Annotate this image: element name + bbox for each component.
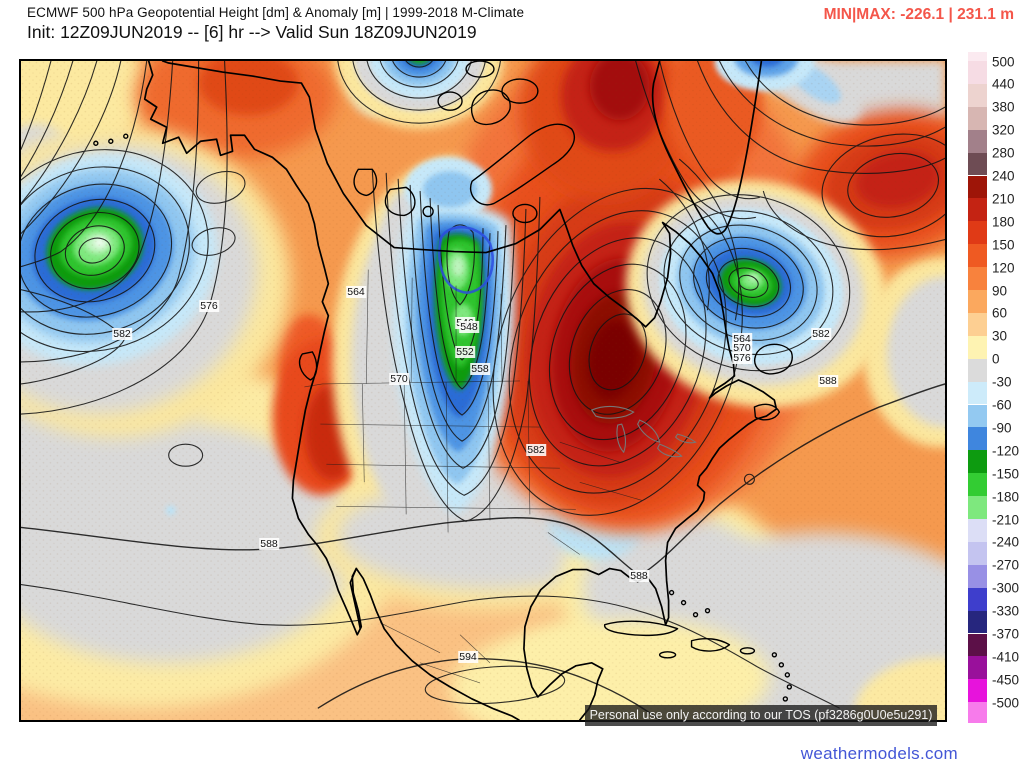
- colorbar-segment: [968, 129, 987, 153]
- colorbar-tick-label: -270: [992, 557, 1020, 573]
- brand-link[interactable]: weathermodels.com: [800, 744, 958, 763]
- colorbar-segment: [968, 564, 987, 588]
- colorbar-tick-label: -90: [992, 420, 1012, 436]
- colorbar-segment: [968, 404, 987, 428]
- colorbar-tick-label: -450: [992, 672, 1020, 688]
- colorbar-segment: [968, 496, 987, 519]
- colorbar-tick-label: -150: [992, 466, 1020, 482]
- colorbar-tick-label: 320: [992, 122, 1015, 138]
- colorbar-segment: [968, 519, 987, 542]
- colorbar-segment: [968, 61, 987, 84]
- colorbar-tick-label: 90: [992, 283, 1008, 298]
- colorbar-segment: [968, 52, 987, 61]
- colorbar-tick-label: 30: [992, 328, 1008, 344]
- colorbar: [968, 52, 987, 724]
- colorbar-tick-label: -180: [992, 489, 1020, 505]
- colorbar-tick-label: -370: [992, 626, 1020, 642]
- chart-title: ECMWF 500 hPa Geopotential Height [dm] &…: [27, 5, 525, 20]
- minmax-readout: MIN|MAX: -226.1 | 231.1 m: [823, 6, 1014, 23]
- colorbar-segment: [968, 358, 987, 382]
- colorbar-segment: [968, 175, 987, 199]
- colorbar-tick-label: -410: [992, 649, 1020, 665]
- colorbar-tick-label: 150: [992, 237, 1015, 253]
- colorbar-segment: [968, 290, 987, 313]
- colorbar-segment: [968, 633, 987, 657]
- colorbar-segment: [968, 679, 987, 703]
- anomaly-map-image: [21, 61, 945, 720]
- state-borders: [304, 269, 642, 684]
- colorbar-tick-label: 380: [992, 99, 1015, 115]
- colorbar-tick-label: 0: [992, 351, 1000, 367]
- colorbar-segment: [968, 381, 987, 405]
- colorbar-tick-label: 180: [992, 214, 1015, 230]
- colorbar-segment: [968, 83, 987, 107]
- colorbar-segment: [968, 473, 987, 497]
- colorbar-tick-label: -300: [992, 580, 1020, 596]
- colorbar-segment: [968, 450, 987, 474]
- colorbar-segment: [968, 541, 987, 565]
- colorbar-tick-label: -120: [992, 443, 1020, 459]
- colorbar-tick-label: -210: [992, 512, 1020, 527]
- colorbar-segment: [968, 267, 987, 290]
- watermark: Personal use only according to our TOS (…: [585, 705, 937, 726]
- colorbar-tick-label: 210: [992, 191, 1015, 207]
- colorbar-segment: [968, 335, 987, 359]
- colorbar-tick-label: 240: [992, 168, 1015, 184]
- colorbar-segment: [968, 610, 987, 634]
- colorbar-segment: [968, 702, 987, 723]
- coastline: [143, 61, 778, 720]
- colorbar-segment: [968, 656, 987, 680]
- colorbar-tick-label: 120: [992, 260, 1015, 276]
- colorbar-tick-label: 440: [992, 76, 1015, 92]
- map-canvas: 576 582 564 570 546 548 552 558 582 588 594 564 570 5…: [19, 59, 947, 726]
- colorbar-segment: [968, 244, 987, 268]
- colorbar-segment: [968, 221, 987, 245]
- great-lakes-outline: [590, 405, 697, 458]
- colorbar-tick-label: -240: [992, 534, 1020, 550]
- colorbar-tick-label: -60: [992, 397, 1012, 413]
- colorbar-segment: [968, 106, 987, 130]
- colorbar-tick-label: 500: [992, 54, 1015, 69]
- colorbar-segment: [968, 587, 987, 611]
- colorbar-tick-label: -330: [992, 603, 1020, 619]
- colorbar-tick-label: 280: [992, 145, 1015, 161]
- colorbar-tick-label: 60: [992, 305, 1008, 321]
- islands-outline: [93, 61, 793, 702]
- chart-subtitle-init-valid: Init: 12Z09JUN2019 -- [6] hr --> Valid S…: [27, 22, 477, 42]
- colorbar-segment: [968, 152, 987, 176]
- colorbar-segment: [968, 312, 987, 336]
- anomaly-shading: [21, 61, 945, 720]
- colorbar-tick-label: -500: [992, 695, 1020, 711]
- colorbar-segment: [968, 427, 987, 451]
- colorbar-segment: [968, 198, 987, 222]
- colorbar-tick-label: -30: [992, 374, 1012, 390]
